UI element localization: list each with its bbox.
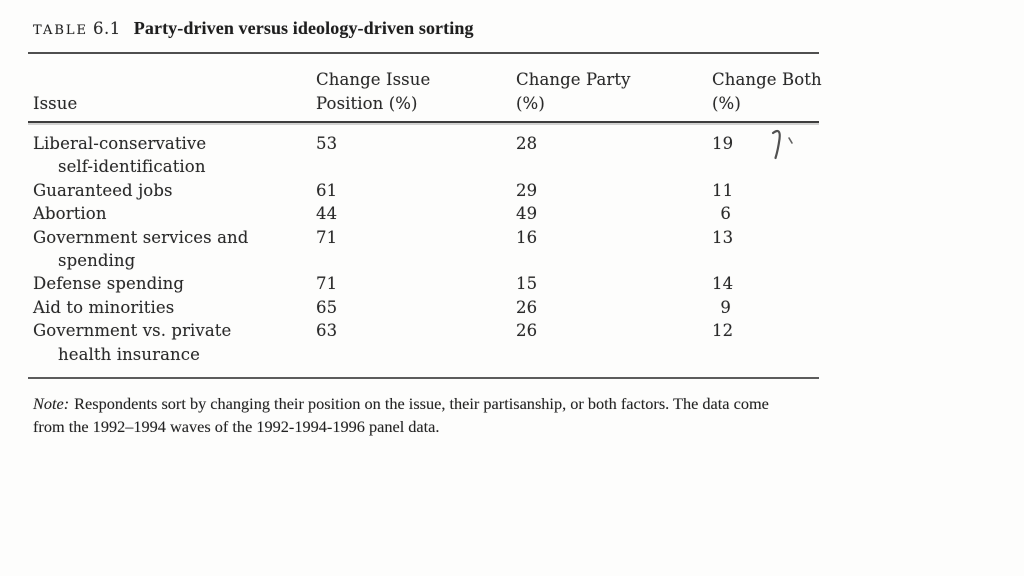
issue-cell: Government vs. private health insurance (33, 319, 316, 366)
change-party-value: 16 (516, 227, 538, 247)
change-party-value: 15 (516, 274, 538, 294)
change-party-value: 29 (516, 180, 538, 200)
change-party-value: 26 (516, 297, 538, 317)
note-line1: Note: Respondents sort by changing their … (33, 393, 825, 416)
change-issue-position-value: 65 (316, 297, 338, 317)
column-header-change-both: Change Both (%) (712, 68, 822, 115)
issue-label-line2: self-identification (58, 157, 206, 177)
table-bottom-rule (28, 377, 819, 379)
table-label-word: TABLE (33, 23, 89, 38)
issue-label: Guaranteed jobs (33, 180, 173, 200)
issue-cell: Aid to minorities (33, 296, 316, 319)
change-issue-position-value: 63 (316, 321, 338, 341)
change-both-value: 14 (712, 274, 734, 294)
issue-cell: Liberal-conservative self-identification (33, 132, 316, 179)
change-issue-position-value: 53 (316, 134, 338, 153)
column-header-line: (%) (712, 93, 741, 113)
note-line2: from the 1992–1994 waves of the 1992-199… (33, 416, 440, 436)
issue-label: Government vs. private (33, 321, 232, 341)
table-row: Guaranteed jobs 61 29 11 (33, 179, 813, 202)
column-header-line: Position (%) (316, 93, 418, 113)
note-label: Note: (33, 394, 70, 413)
table-header-rule (28, 121, 819, 124)
table-row: Defense spending 71 15 14 (33, 272, 813, 295)
change-party-value: 49 (516, 204, 538, 224)
table-row: Liberal-conservative self-identification… (33, 132, 813, 179)
issue-label: Defense spending (33, 274, 185, 294)
issue-cell: Defense spending (33, 272, 316, 295)
change-issue-position-value: 61 (316, 180, 338, 200)
column-header-line: Change Issue (316, 70, 431, 89)
issue-cell: Government services and spending (33, 226, 316, 273)
table-row: Aid to minorities 65 26 9 (33, 296, 813, 319)
table-row: Government vs. private health insurance … (33, 319, 813, 366)
change-both-value: 13 (712, 227, 734, 247)
change-party-value: 28 (516, 134, 538, 153)
change-both-value: 19 (712, 134, 734, 153)
change-both-value: 9 (720, 297, 731, 317)
issue-cell: Guaranteed jobs (33, 179, 316, 202)
column-header-change-party: Change Party (%) (516, 68, 631, 115)
change-party-value: 26 (516, 321, 538, 341)
column-header-line: (%) (516, 93, 545, 113)
change-both-value: 6 (720, 204, 731, 224)
column-header-change-issue-position: Change Issue Position (%) (316, 68, 430, 115)
table-caption: TABLE 6.1 Party-driven versus ideology-d… (33, 18, 474, 39)
issue-label-line2: spending (58, 251, 136, 271)
column-header-line: Change Both (712, 70, 822, 89)
issue-label: Liberal-conservative (33, 134, 207, 153)
issue-cell: Abortion (33, 202, 316, 225)
issue-label: Abortion (33, 204, 107, 224)
change-both-value: 12 (712, 321, 734, 341)
issue-label: Government services and (33, 227, 249, 247)
issue-label-line2: health insurance (58, 344, 200, 364)
column-header-line: Change Party (516, 70, 631, 89)
change-issue-position-value: 44 (316, 204, 338, 224)
change-issue-position-value: 71 (316, 274, 338, 294)
table-row: Government services and spending 71 16 1… (33, 226, 813, 273)
table-top-rule (28, 52, 819, 54)
table-row: Abortion 44 49 6 (33, 202, 813, 225)
note-text-line1: Respondents sort by changing their posit… (74, 394, 769, 413)
change-issue-position-value: 71 (316, 227, 338, 247)
page-title: Party-driven versus ideology-driven sort… (133, 18, 474, 38)
table-label-number: 6.1 (93, 19, 121, 38)
change-both-value: 11 (712, 180, 734, 200)
pen-mark-icon (771, 129, 793, 160)
column-header-issue: Issue (33, 94, 78, 113)
table-note: Note: Respondents sort by changing their … (33, 393, 825, 438)
table-body: Liberal-conservative self-identification… (33, 132, 813, 366)
issue-label: Aid to minorities (33, 297, 175, 317)
